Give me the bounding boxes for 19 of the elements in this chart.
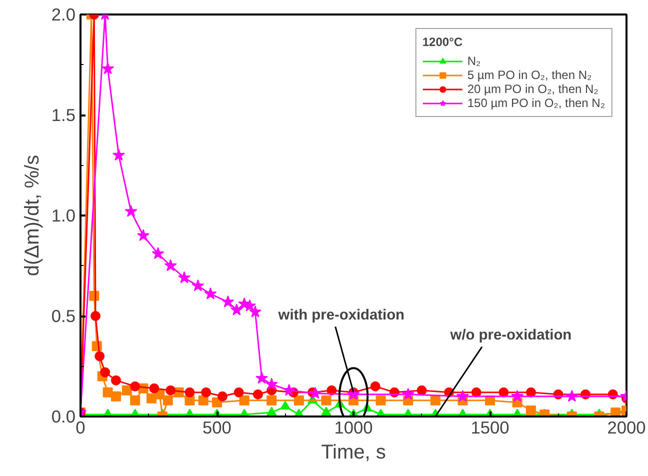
annotation: with pre-oxidation: [277, 308, 405, 324]
legend-label: 5 µm PO in O₂, then N₂: [467, 68, 592, 82]
x-tick-label: 1500: [470, 418, 510, 438]
x-axis-title: Time, s: [321, 442, 386, 464]
x-tick-label: 1000: [334, 418, 373, 438]
x-tick-label: 0: [76, 418, 86, 438]
y-tick-label: 0.5: [51, 306, 76, 326]
legend-label: 150 µm PO in O₂, then N₂: [467, 96, 605, 110]
x-tick-label: 2000: [607, 418, 646, 438]
y-tick-label: 0.0: [51, 406, 76, 426]
legend-title: 1200°C: [422, 35, 464, 49]
y-tick-label: 1.0: [51, 206, 76, 226]
y-tick-label: 1.5: [51, 105, 76, 125]
y-tick-label: 2.0: [51, 4, 76, 24]
y-axis-title: d(Δm)/dt, %/s: [21, 154, 44, 276]
legend-label: 20 µm PO in O₂, then N₂: [467, 82, 598, 96]
annotation: w/o pre-oxidation: [449, 328, 572, 344]
x-tick-label: 500: [202, 418, 232, 438]
legend-label: N₂: [467, 54, 482, 68]
